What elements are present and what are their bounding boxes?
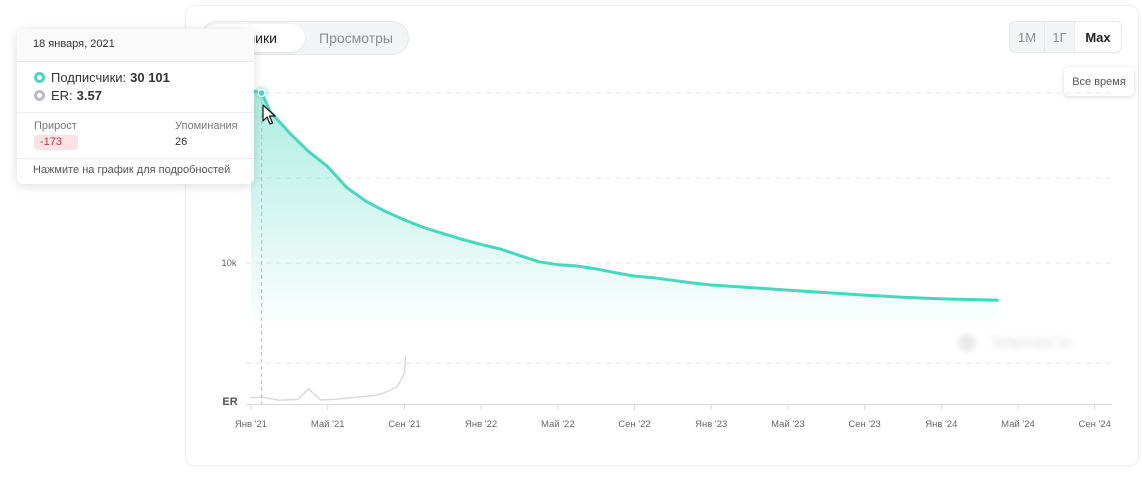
er-axis-label: ER	[222, 396, 237, 408]
x-tick-label: Сен '22	[618, 419, 650, 430]
er-dot-icon	[34, 90, 45, 101]
x-tick-label: Сен '21	[388, 419, 420, 430]
watermark-logo-icon	[958, 334, 976, 352]
tooltip-subscribers-label: Подписчики:	[51, 70, 127, 85]
hover-point[interactable]	[257, 88, 266, 98]
tooltip-footer-hint: Нажмите на график для подробностей	[33, 164, 231, 176]
x-tick-label: Янв '24	[925, 419, 957, 430]
tooltip-divider	[17, 158, 254, 159]
metric-tabs: счики Просмотры	[200, 21, 409, 55]
x-tick-label: Май '23	[771, 419, 805, 430]
x-tick-label: Янв '23	[695, 419, 727, 430]
tab-views[interactable]: Просмотры	[319, 30, 393, 46]
range-selector: 1М 1Г Max	[1009, 21, 1122, 53]
subscribers-line[interactable]	[250, 89, 999, 302]
x-tick-label: Май '22	[541, 419, 575, 430]
range-max-button[interactable]: Max	[1075, 22, 1121, 52]
subscribers-dot-icon	[34, 72, 45, 83]
tooltip-mentions-label: Упоминания	[175, 120, 238, 132]
tooltip-growth-badge: -173	[34, 135, 78, 150]
range-1y-button[interactable]: 1Г	[1045, 22, 1075, 52]
x-tick-label: Янв '21	[235, 419, 267, 430]
x-tick-label: Янв '22	[465, 419, 497, 430]
tooltip-subscribers-row: Подписчики: 30 101	[34, 70, 170, 85]
y-tick-label: 10k	[221, 258, 237, 269]
x-tick-label: Сен '24	[1078, 419, 1110, 430]
x-tick-label: Май '24	[1001, 419, 1035, 430]
tooltip-divider	[17, 112, 254, 113]
x-tick-label: Май '21	[311, 419, 345, 430]
subscribers-area	[251, 90, 999, 322]
tooltip-growth-label: Прирост	[34, 120, 77, 132]
tooltip-date: 18 января, 2021	[17, 29, 254, 62]
data-tooltip: 18 января, 2021 Подписчики: 30 101 ER: 3…	[17, 29, 254, 184]
x-tick-label: Сен '23	[848, 419, 880, 430]
tooltip-mentions-value: 26	[175, 136, 188, 148]
watermark: Telemetr.io	[958, 330, 1108, 356]
range-hover-tooltip: Все время	[1064, 67, 1134, 96]
tooltip-subscribers-value: 30 101	[130, 70, 170, 85]
er-line[interactable]	[250, 355, 407, 401]
tooltip-er-row: ER: 3.57	[34, 88, 102, 103]
tooltip-er-label: ER:	[51, 88, 73, 103]
watermark-text: Telemetr.io	[990, 333, 1073, 352]
range-1m-button[interactable]: 1М	[1010, 22, 1045, 52]
tooltip-er-value: 3.57	[76, 88, 102, 103]
